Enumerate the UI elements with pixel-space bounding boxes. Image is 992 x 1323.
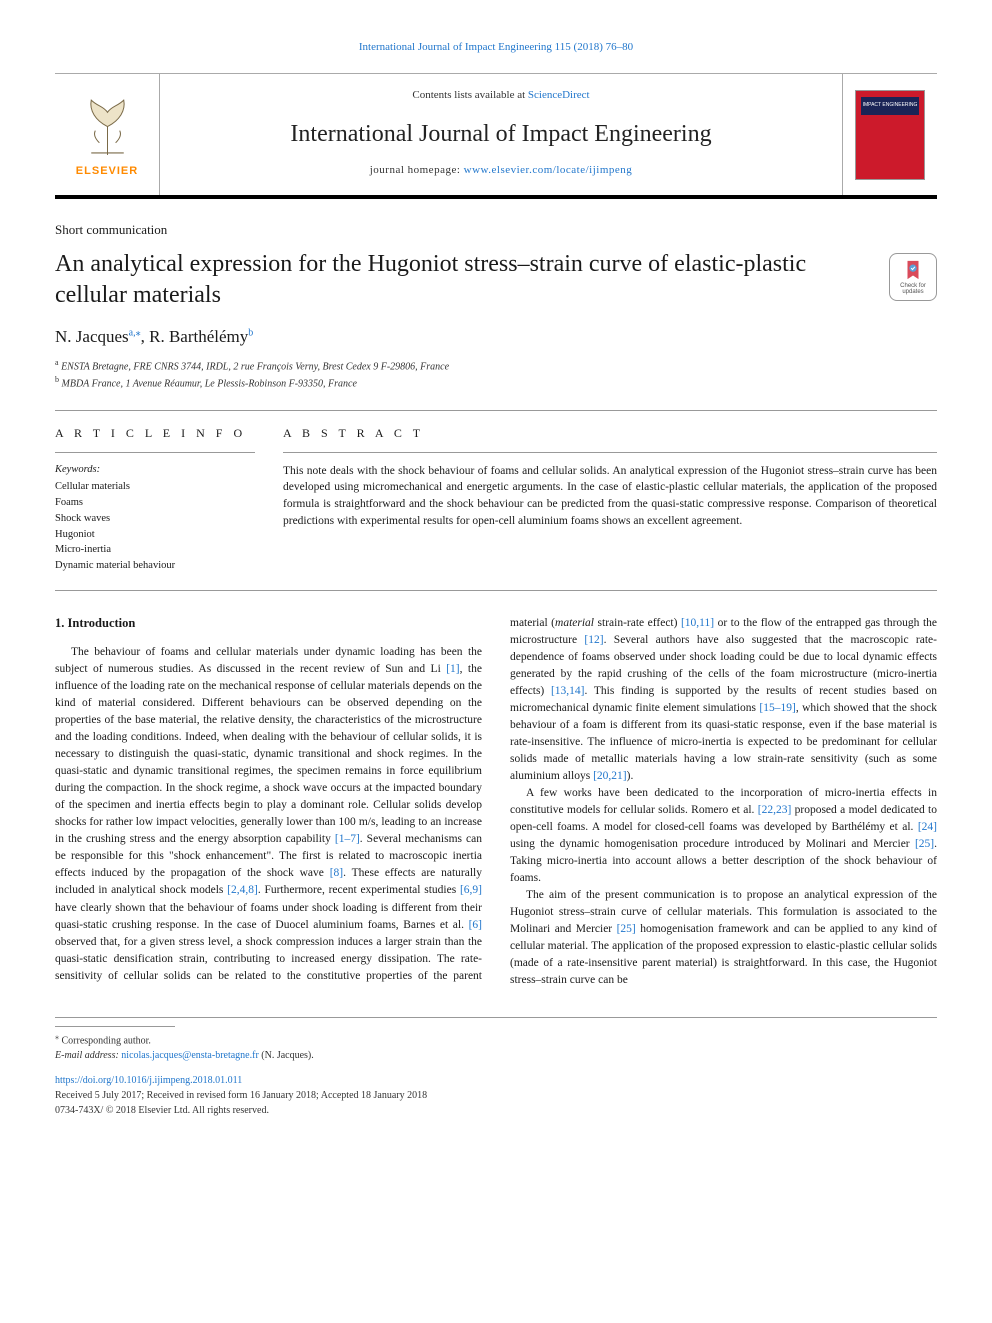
abstract-head: A B S T R A C T bbox=[283, 425, 937, 442]
authors: N. Jacquesa,⁎, R. Barthélémyb bbox=[55, 325, 937, 349]
keyword: Micro-inertia bbox=[55, 542, 255, 558]
journal-header: ELSEVIER Contents lists available at Sci… bbox=[55, 73, 937, 198]
running-head: International Journal of Impact Engineer… bbox=[55, 40, 937, 55]
citation[interactable]: [22,23] bbox=[758, 804, 792, 816]
elsevier-tree-icon bbox=[72, 90, 142, 160]
article-type: Short communication bbox=[55, 221, 937, 239]
citation[interactable]: [1–7] bbox=[335, 833, 360, 845]
cover-label: IMPACT ENGINEERING bbox=[861, 97, 919, 115]
email-line: E-mail address: nicolas.jacques@ensta-br… bbox=[55, 1048, 937, 1063]
divider bbox=[55, 452, 255, 453]
author-2: R. Barthélémyb bbox=[149, 327, 253, 346]
footnote-divider bbox=[55, 1026, 175, 1027]
paragraph: The aim of the present communication is … bbox=[510, 887, 937, 989]
author-1: N. Jacquesa,⁎ bbox=[55, 327, 141, 346]
check-updates-badge[interactable]: Check for updates bbox=[889, 253, 937, 301]
citation[interactable]: [2,4,8] bbox=[227, 884, 258, 896]
article-info: A R T I C L E I N F O Keywords: Cellular… bbox=[55, 425, 255, 574]
citation[interactable]: [24] bbox=[918, 821, 937, 833]
journal-name: International Journal of Impact Engineer… bbox=[168, 118, 834, 152]
keyword: Hugoniot bbox=[55, 527, 255, 543]
citation[interactable]: [10,11] bbox=[681, 617, 714, 629]
journal-homepage-link[interactable]: www.elsevier.com/locate/ijimpeng bbox=[464, 164, 633, 176]
paragraph: A few works have been dedicated to the i… bbox=[510, 785, 937, 887]
citation[interactable]: [25] bbox=[617, 923, 636, 935]
keywords-list: Cellular materials Foams Shock waves Hug… bbox=[55, 479, 255, 574]
affiliations: a ENSTA Bretagne, FRE CNRS 3744, IRDL, 2… bbox=[55, 357, 937, 392]
journal-homepage-line: journal homepage: www.elsevier.com/locat… bbox=[168, 163, 834, 178]
cover-cell: IMPACT ENGINEERING bbox=[842, 74, 937, 194]
publisher-name: ELSEVIER bbox=[76, 164, 138, 179]
keyword: Foams bbox=[55, 495, 255, 511]
journal-cover-thumb: IMPACT ENGINEERING bbox=[855, 90, 925, 180]
citation[interactable]: [15–19] bbox=[759, 702, 795, 714]
sciencedirect-link[interactable]: ScienceDirect bbox=[528, 89, 590, 101]
divider bbox=[283, 452, 937, 453]
citation[interactable]: [6,9] bbox=[460, 884, 482, 896]
article-history: Received 5 July 2017; Received in revise… bbox=[55, 1088, 937, 1103]
running-head-link[interactable]: International Journal of Impact Engineer… bbox=[359, 41, 633, 53]
body-text: 1. Introduction The behaviour of foams a… bbox=[55, 615, 937, 989]
affiliation-a: a ENSTA Bretagne, FRE CNRS 3744, IRDL, 2… bbox=[55, 357, 937, 374]
homepage-prefix: journal homepage: bbox=[370, 164, 464, 176]
article-title: An analytical expression for the Hugonio… bbox=[55, 249, 871, 311]
publisher-logo-cell: ELSEVIER bbox=[55, 74, 160, 194]
citation[interactable]: [6] bbox=[469, 919, 482, 931]
citation[interactable]: [13,14] bbox=[551, 685, 585, 697]
email-link[interactable]: nicolas.jacques@ensta-bretagne.fr bbox=[121, 1050, 258, 1061]
check-updates-label: Check for updates bbox=[890, 283, 936, 295]
copyright: 0734-743X/ © 2018 Elsevier Ltd. All righ… bbox=[55, 1103, 937, 1118]
header-center: Contents lists available at ScienceDirec… bbox=[160, 74, 842, 194]
affiliation-b: b MBDA France, 1 Avenue Réaumur, Le Ples… bbox=[55, 374, 937, 391]
doi-link[interactable]: https://doi.org/10.1016/j.ijimpeng.2018.… bbox=[55, 1073, 937, 1088]
keyword: Shock waves bbox=[55, 511, 255, 527]
keyword: Dynamic material behaviour bbox=[55, 558, 255, 574]
contents-lists-line: Contents lists available at ScienceDirec… bbox=[168, 88, 834, 103]
section-heading: 1. Introduction bbox=[55, 615, 482, 633]
citation[interactable]: [20,21] bbox=[593, 770, 627, 782]
email-label: E-mail address: bbox=[55, 1050, 121, 1061]
citation[interactable]: [8] bbox=[330, 867, 343, 879]
keyword: Cellular materials bbox=[55, 479, 255, 495]
citation[interactable]: [12] bbox=[584, 634, 603, 646]
article-info-head: A R T I C L E I N F O bbox=[55, 425, 255, 442]
bookmark-check-icon bbox=[902, 259, 924, 281]
citation[interactable]: [25] bbox=[915, 838, 934, 850]
corresponding-author: ⁎ Corresponding author. bbox=[55, 1031, 937, 1048]
citation[interactable]: [1] bbox=[446, 663, 459, 675]
page-footer: ⁎ Corresponding author. E-mail address: … bbox=[55, 1017, 937, 1118]
keywords-label: Keywords: bbox=[55, 463, 255, 478]
abstract: A B S T R A C T This note deals with the… bbox=[283, 425, 937, 574]
contents-prefix: Contents lists available at bbox=[412, 89, 527, 101]
abstract-text: This note deals with the shock behaviour… bbox=[283, 463, 937, 530]
